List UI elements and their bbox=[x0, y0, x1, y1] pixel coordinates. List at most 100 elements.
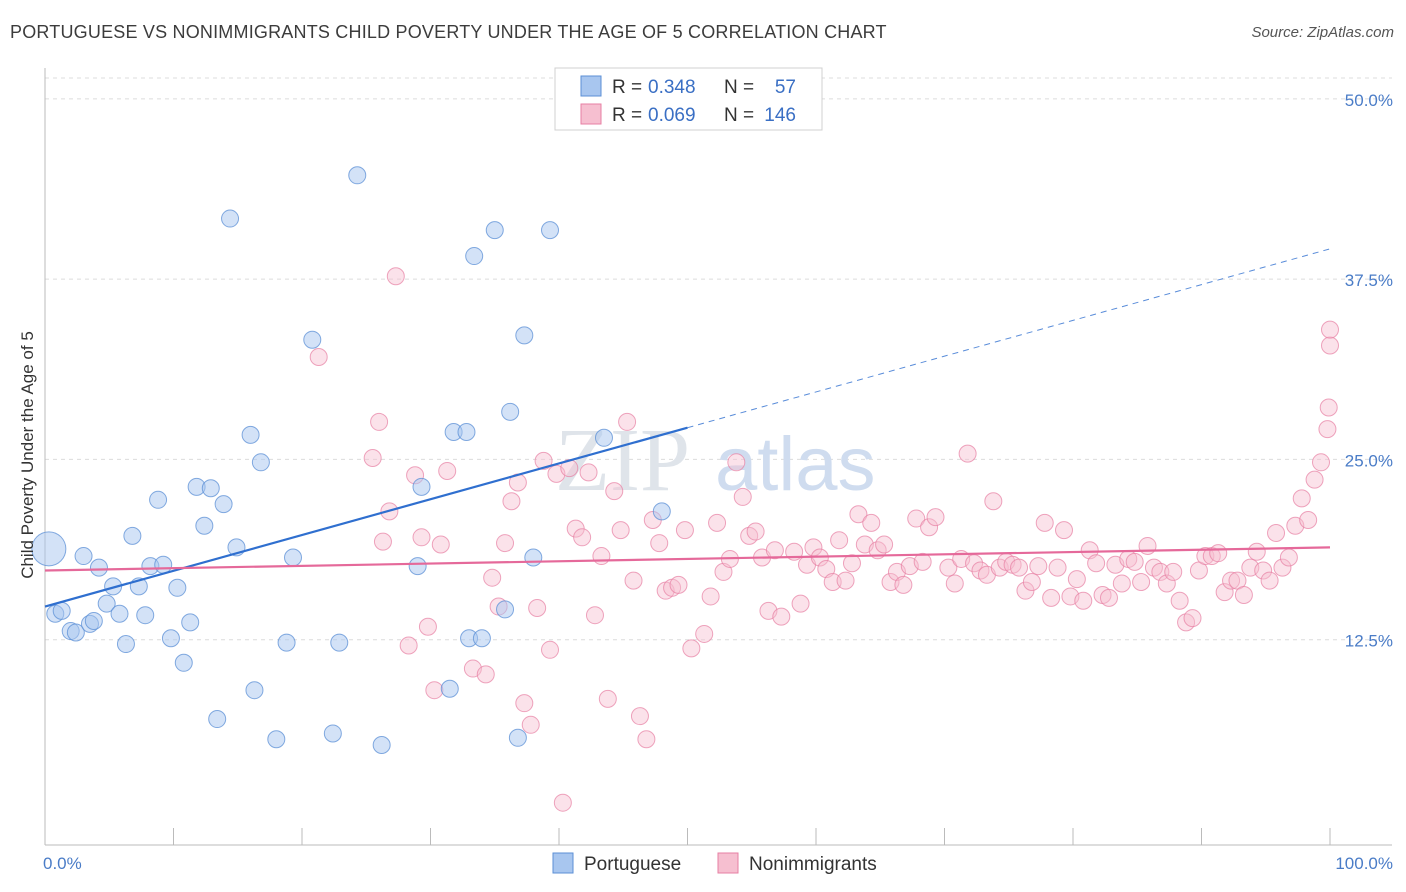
nonimmigrants-point-21 bbox=[521, 715, 540, 734]
portuguese-point-7 bbox=[84, 611, 103, 630]
portuguese-point-35 bbox=[284, 548, 303, 567]
nonimmigrants-point-110 bbox=[1112, 574, 1131, 593]
nonimmigrants-point-138 bbox=[1292, 489, 1311, 508]
portuguese-point-26 bbox=[208, 710, 227, 729]
y-tick-label-1: 25.0% bbox=[1345, 451, 1393, 470]
nonimmigrants-point-11 bbox=[431, 535, 450, 554]
nonimmigrants-point-36 bbox=[618, 412, 637, 431]
nonimmigrants-point-143 bbox=[1321, 336, 1339, 355]
nonimmigrants-point-131 bbox=[1247, 542, 1266, 561]
nonimmigrants-point-18 bbox=[502, 492, 521, 511]
nonimmigrants-point-145 bbox=[1321, 320, 1339, 339]
nonimmigrants-point-37 bbox=[624, 571, 643, 590]
portuguese-point-57 bbox=[652, 502, 671, 521]
source-label: Source: ZipAtlas.com bbox=[1251, 24, 1394, 41]
nonimmigrants-point-119 bbox=[1170, 591, 1189, 610]
nonimmigrants-point-30 bbox=[579, 463, 598, 482]
nonimmigrants-series bbox=[309, 267, 1339, 812]
nonimmigrants-point-132 bbox=[1254, 561, 1273, 580]
nonimmigrants-point-68 bbox=[836, 571, 855, 590]
nonimmigrants-point-14 bbox=[476, 665, 495, 684]
portuguese-point-4 bbox=[66, 623, 85, 642]
portuguese-point-36 bbox=[303, 330, 322, 349]
watermark-atlas: atlas bbox=[715, 422, 876, 507]
nonimmigrants-point-129 bbox=[1234, 586, 1253, 604]
nonimmigrants-point-121 bbox=[1183, 609, 1202, 628]
nonimmigrants-point-48 bbox=[701, 587, 720, 606]
nonimmigrants-point-17 bbox=[496, 534, 515, 553]
nonimmigrants-point-32 bbox=[592, 547, 611, 566]
portuguese-point-15 bbox=[136, 606, 155, 625]
nonimmigrants-point-116 bbox=[1151, 562, 1170, 581]
nonimmigrants-trend-line bbox=[44, 546, 1331, 572]
portuguese-series bbox=[31, 166, 671, 754]
nonimmigrants-point-98 bbox=[1035, 513, 1054, 532]
nonimmigrants-point-69 bbox=[842, 554, 861, 573]
portuguese-point-0 bbox=[31, 531, 67, 567]
legend-r-label-0: R = bbox=[612, 77, 642, 98]
portuguese-point-18 bbox=[154, 555, 173, 574]
portuguese-point-32 bbox=[251, 453, 270, 472]
nonimmigrants-point-139 bbox=[1299, 511, 1318, 529]
portuguese-trend-line bbox=[44, 426, 688, 608]
portuguese-point-40 bbox=[372, 736, 391, 754]
nonimmigrants-point-84 bbox=[945, 574, 964, 593]
nonimmigrants-point-24 bbox=[541, 640, 560, 659]
nonimmigrants-point-144 bbox=[1319, 398, 1338, 417]
bottom-legend-swatch-1 bbox=[717, 852, 739, 874]
nonimmigrants-point-41 bbox=[650, 534, 669, 553]
portuguese-point-17 bbox=[149, 490, 168, 509]
portuguese-point-27 bbox=[214, 495, 233, 514]
nonimmigrants-point-90 bbox=[984, 492, 1003, 511]
nonimmigrants-point-77 bbox=[894, 575, 913, 594]
nonimmigrants-point-101 bbox=[1055, 521, 1074, 540]
portuguese-point-42 bbox=[412, 477, 431, 496]
grid-lines bbox=[45, 77, 1392, 641]
nonimmigrants-point-23 bbox=[534, 451, 553, 470]
x-tick-labels: 0.0% 100.0% bbox=[43, 854, 1393, 873]
nonimmigrants-point-118 bbox=[1164, 562, 1183, 581]
portuguese-point-9 bbox=[97, 594, 116, 613]
portuguese-point-24 bbox=[195, 516, 214, 535]
legend-n-label-0: N = bbox=[724, 77, 754, 98]
portuguese-point-50 bbox=[496, 600, 515, 619]
legend-n-value-1: 146 bbox=[764, 105, 796, 126]
portuguese-point-2 bbox=[52, 601, 71, 620]
legend-r-label-1: R = bbox=[612, 105, 642, 126]
nonimmigrants-point-140 bbox=[1305, 470, 1324, 489]
nonimmigrants-point-35 bbox=[611, 521, 630, 540]
nonimmigrants-point-80 bbox=[913, 552, 932, 571]
y-tick-labels: 12.5% 25.0% 37.5% 50.0% bbox=[1345, 91, 1393, 651]
nonimmigrants-point-49 bbox=[708, 513, 727, 532]
nonimmigrants-point-97 bbox=[1029, 557, 1048, 576]
nonimmigrants-point-96 bbox=[1022, 573, 1041, 592]
bottom-legend-swatch-0 bbox=[552, 852, 574, 874]
nonimmigrants-point-3 bbox=[370, 412, 389, 431]
portuguese-point-51 bbox=[501, 402, 520, 421]
portuguese-point-48 bbox=[472, 629, 491, 648]
portuguese-point-31 bbox=[245, 681, 264, 700]
nonimmigrants-point-22 bbox=[528, 598, 547, 617]
nonimmigrants-point-141 bbox=[1312, 453, 1331, 472]
portuguese-point-56 bbox=[594, 428, 613, 447]
nonimmigrants-point-134 bbox=[1267, 523, 1286, 542]
nonimmigrants-point-100 bbox=[1048, 558, 1067, 577]
nonimmigrants-point-52 bbox=[727, 453, 746, 472]
portuguese-point-34 bbox=[277, 633, 296, 652]
nonimmigrants-point-39 bbox=[637, 730, 656, 749]
nonimmigrants-point-136 bbox=[1279, 548, 1298, 567]
nonimmigrants-point-103 bbox=[1067, 570, 1086, 589]
portuguese-point-45 bbox=[457, 423, 476, 442]
portuguese-point-5 bbox=[74, 547, 93, 566]
portuguese-point-19 bbox=[161, 629, 180, 648]
x-tick-label-1: 100.0% bbox=[1335, 854, 1393, 873]
portuguese-point-11 bbox=[110, 604, 129, 623]
nonimmigrants-point-0 bbox=[309, 348, 328, 367]
nonimmigrants-point-10 bbox=[425, 681, 444, 700]
nonimmigrants-point-61 bbox=[791, 594, 810, 613]
nonimmigrants-point-9 bbox=[418, 617, 437, 636]
nonimmigrants-point-112 bbox=[1125, 552, 1144, 571]
portuguese-point-52 bbox=[508, 728, 527, 747]
nonimmigrants-point-20 bbox=[515, 694, 534, 713]
portuguese-point-55 bbox=[541, 221, 560, 240]
